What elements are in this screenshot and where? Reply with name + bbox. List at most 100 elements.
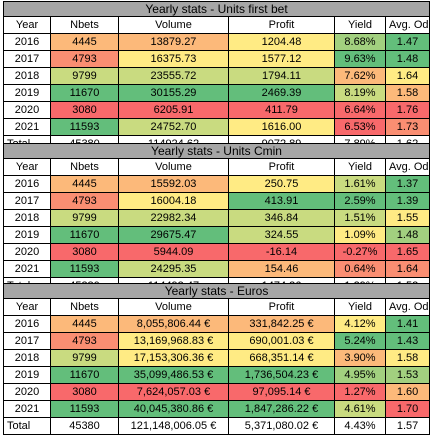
- cell-profit: 250.75: [228, 175, 335, 193]
- cell-avg-odds: 1.43: [384, 332, 431, 350]
- col-header-avg-odds: Avg. Odds: [384, 298, 431, 316]
- cell-profit: 1616.00: [228, 118, 335, 136]
- table-row: 2017 4793 16004.18 413.91 2.59% 1.39: [3, 192, 431, 210]
- cell-yield: 1.51%: [334, 209, 386, 227]
- cell-year: 2019: [3, 84, 51, 102]
- cell-yield: 4.12%: [334, 315, 386, 333]
- cell-avg-odds: 1.37: [384, 175, 431, 193]
- cell-yield: 5.24%: [334, 332, 386, 350]
- cell-avg-odds: 1.65: [384, 243, 431, 261]
- cell-year: Total: [3, 417, 51, 435]
- cell-yield: 8.68%: [334, 33, 386, 51]
- table-row: 2021 11593 40,045,380.86 €1,847,286.22 €4.…: [3, 400, 431, 418]
- cell-profit: 1,736,504.23 €: [228, 366, 335, 384]
- cell-year: 2021: [3, 400, 51, 418]
- table-row: 2018 9799 23555.72 1794.11 7.62% 1.64: [3, 67, 431, 85]
- cell-year: 2019: [3, 226, 51, 244]
- table-row: 2020 3080 5944.09 -16.14 -0.27% 1.65: [3, 243, 431, 261]
- cell-volume: 16375.73: [118, 50, 229, 68]
- col-header-volume: Volume: [118, 16, 229, 34]
- cell-yield: 4.43%: [334, 417, 386, 435]
- cell-nbets: 45380: [50, 417, 119, 435]
- cell-nbets: 3080: [50, 243, 119, 261]
- table-row: 2021 11593 24295.35 154.46 0.64% 1.64: [3, 260, 431, 278]
- stats-table-euros: Yearly stats - Euros Year Nbets Volume P…: [2, 283, 431, 435]
- cell-avg-odds: 1.73: [384, 118, 431, 136]
- cell-yield: 6.53%: [334, 118, 386, 136]
- total-row: Total 45380 121,148,006.05 €5,371,080.02 €…: [3, 417, 431, 435]
- cell-avg-odds: 1.58: [384, 349, 431, 367]
- cell-year: 2017: [3, 50, 51, 68]
- table-row: 2019 11670 30155.29 2469.39 8.19% 1.58: [3, 84, 431, 102]
- cell-nbets: 4793: [50, 332, 119, 350]
- cell-profit: 331,842.25 €: [228, 315, 335, 333]
- cell-profit: 5,371,080.02 €: [228, 417, 335, 435]
- cell-volume: 40,045,380.86 €: [118, 400, 229, 418]
- header-row: Year Nbets Volume Profit Yield Avg. Odds: [3, 298, 431, 316]
- cell-yield: 8.19%: [334, 84, 386, 102]
- cell-nbets: 11593: [50, 118, 119, 136]
- cell-yield: 6.64%: [334, 101, 386, 119]
- col-header-yield: Yield: [334, 158, 386, 176]
- cell-volume: 24295.35: [118, 260, 229, 278]
- cell-volume: 17,153,306.36 €: [118, 349, 229, 367]
- col-header-year: Year: [3, 158, 51, 176]
- col-header-yield: Yield: [334, 298, 386, 316]
- cell-volume: 13,169,968.83 €: [118, 332, 229, 350]
- cell-volume: 121,148,006.05 €: [118, 417, 229, 435]
- cell-profit: 1,847,286.22 €: [228, 400, 335, 418]
- header-row: Year Nbets Volume Profit Yield Avg. Odds: [3, 16, 431, 34]
- cell-nbets: 4793: [50, 192, 119, 210]
- table-title: Yearly stats - Units Cmin: [2, 143, 431, 159]
- cell-profit: 154.46: [228, 260, 335, 278]
- table-row: 2017 4793 16375.73 1577.12 9.63% 1.48: [3, 50, 431, 68]
- cell-year: 2018: [3, 349, 51, 367]
- cell-year: 2020: [3, 243, 51, 261]
- table-row: 2020 3080 6205.91 411.79 6.64% 1.76: [3, 101, 431, 119]
- cell-profit: 324.55: [228, 226, 335, 244]
- cell-nbets: 9799: [50, 349, 119, 367]
- col-header-nbets: Nbets: [50, 158, 119, 176]
- cell-volume: 22982.34: [118, 209, 229, 227]
- cell-year: 2018: [3, 67, 51, 85]
- cell-avg-odds: 1.39: [384, 192, 431, 210]
- cell-profit: 1577.12: [228, 50, 335, 68]
- cell-avg-odds: 1.55: [384, 209, 431, 227]
- table-row: 2016 4445 13879.27 1204.48 8.68% 1.47: [3, 33, 431, 51]
- cell-yield: 7.62%: [334, 67, 386, 85]
- cell-nbets: 4445: [50, 33, 119, 51]
- table-title: Yearly stats - Units first bet: [2, 1, 431, 17]
- table-row: 2016 4445 8,055,806.44 €331,842.25 €4.12% 1…: [3, 315, 431, 333]
- cell-volume: 16004.18: [118, 192, 229, 210]
- cell-volume: 35,099,486.53 €: [118, 366, 229, 384]
- col-header-avg-odds: Avg. Odds: [384, 16, 431, 34]
- table-row: 2018 9799 17,153,306.36 €668,351.14 €3.90%…: [3, 349, 431, 367]
- cell-avg-odds: 1.48: [384, 50, 431, 68]
- cell-volume: 29675.47: [118, 226, 229, 244]
- cell-profit: 97,095.14 €: [228, 383, 335, 401]
- cell-nbets: 9799: [50, 209, 119, 227]
- cell-avg-odds: 1.47: [384, 33, 431, 51]
- cell-yield: 1.09%: [334, 226, 386, 244]
- cell-nbets: 11593: [50, 400, 119, 418]
- cell-yield: 9.63%: [334, 50, 386, 68]
- cell-avg-odds: 1.41: [384, 315, 431, 333]
- cell-year: 2017: [3, 192, 51, 210]
- cell-profit: 2469.39: [228, 84, 335, 102]
- col-header-profit: Profit: [228, 16, 335, 34]
- cell-yield: 3.90%: [334, 349, 386, 367]
- cell-yield: 4.61%: [334, 400, 386, 418]
- cell-avg-odds: 1.53: [384, 366, 431, 384]
- cell-year: 2020: [3, 101, 51, 119]
- cell-volume: 6205.91: [118, 101, 229, 119]
- cell-avg-odds: 1.64: [384, 260, 431, 278]
- cell-volume: 5944.09: [118, 243, 229, 261]
- table-row: 2019 11670 29675.47 324.55 1.09% 1.48: [3, 226, 431, 244]
- cell-nbets: 11670: [50, 84, 119, 102]
- cell-year: 2016: [3, 315, 51, 333]
- cell-nbets: 4445: [50, 175, 119, 193]
- cell-volume: 15592.03: [118, 175, 229, 193]
- cell-profit: 1204.48: [228, 33, 335, 51]
- cell-profit: -16.14: [228, 243, 335, 261]
- cell-year: 2020: [3, 383, 51, 401]
